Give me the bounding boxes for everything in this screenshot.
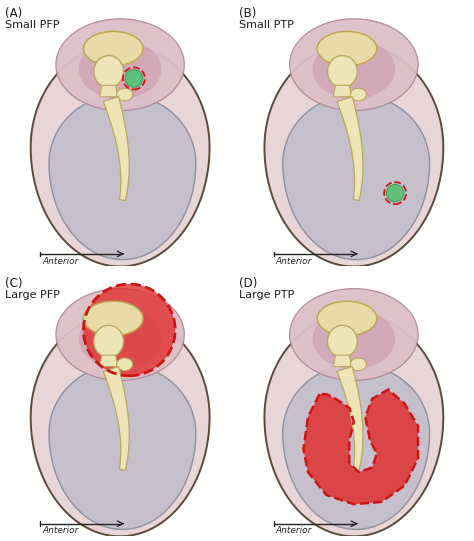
Polygon shape xyxy=(290,289,418,380)
Text: (B): (B) xyxy=(239,8,256,21)
Polygon shape xyxy=(313,309,395,369)
Polygon shape xyxy=(56,289,184,380)
Ellipse shape xyxy=(350,358,366,371)
Polygon shape xyxy=(100,355,118,367)
Polygon shape xyxy=(31,44,210,267)
Polygon shape xyxy=(333,355,352,367)
Polygon shape xyxy=(333,85,352,97)
Polygon shape xyxy=(100,85,118,97)
Text: Small PTP: Small PTP xyxy=(239,20,294,30)
Ellipse shape xyxy=(117,88,133,101)
Text: Anterior: Anterior xyxy=(42,526,79,536)
Polygon shape xyxy=(79,309,162,369)
Polygon shape xyxy=(31,314,210,536)
Text: Large PTP: Large PTP xyxy=(239,290,294,300)
Polygon shape xyxy=(264,44,443,267)
Polygon shape xyxy=(337,97,363,201)
Ellipse shape xyxy=(317,301,377,335)
Text: Small PFP: Small PFP xyxy=(6,20,60,30)
Text: (D): (D) xyxy=(239,277,257,290)
Ellipse shape xyxy=(94,56,124,88)
Ellipse shape xyxy=(328,325,357,358)
Ellipse shape xyxy=(350,88,366,101)
Polygon shape xyxy=(283,95,429,260)
Polygon shape xyxy=(56,19,184,110)
Polygon shape xyxy=(290,19,418,110)
Text: (C): (C) xyxy=(6,277,23,290)
Text: Large PFP: Large PFP xyxy=(6,290,60,300)
Polygon shape xyxy=(103,367,129,470)
Ellipse shape xyxy=(117,358,133,371)
Polygon shape xyxy=(49,95,196,260)
Ellipse shape xyxy=(83,31,143,66)
Ellipse shape xyxy=(83,301,143,335)
Polygon shape xyxy=(303,390,418,504)
Circle shape xyxy=(83,284,175,376)
Text: Anterior: Anterior xyxy=(276,526,312,536)
Ellipse shape xyxy=(94,325,124,358)
Polygon shape xyxy=(49,364,196,530)
Ellipse shape xyxy=(317,31,377,66)
Circle shape xyxy=(125,70,143,87)
Polygon shape xyxy=(103,97,129,201)
Polygon shape xyxy=(264,314,443,536)
Text: (A): (A) xyxy=(6,8,23,21)
Polygon shape xyxy=(79,39,162,99)
Ellipse shape xyxy=(328,56,357,88)
Polygon shape xyxy=(313,39,395,99)
Circle shape xyxy=(386,184,404,202)
Polygon shape xyxy=(337,367,363,470)
Text: Anterior: Anterior xyxy=(42,256,79,266)
Text: Anterior: Anterior xyxy=(276,256,312,266)
Polygon shape xyxy=(283,364,429,530)
